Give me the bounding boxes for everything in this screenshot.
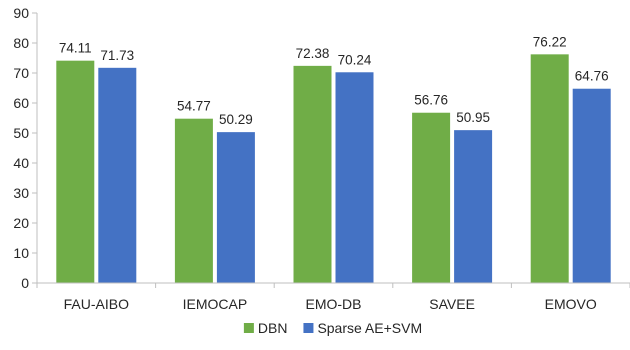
bar-dbn-fau-aibo [56,60,95,283]
y-tick-label: 10 [13,245,29,261]
x-category-label: IEMOCAP [183,296,248,312]
y-tick-label: 50 [13,125,29,141]
data-label: 64.76 [575,69,609,84]
legend-swatch [303,323,314,333]
y-tick-label: 60 [13,95,29,111]
y-tick-label: 30 [13,185,29,201]
x-category-label: SAVEE [429,296,475,312]
data-label: 50.95 [456,110,490,125]
y-tick-label: 0 [21,275,29,291]
bar-sparse-ae-svm-emo-db [335,72,374,283]
legend-label: Sparse AE+SVM [317,320,422,336]
bar-dbn-savee [412,112,451,283]
bar-sparse-ae-svm-fau-aibo [98,67,137,283]
data-label: 50.29 [219,112,253,127]
x-category-label: EMOVO [545,296,597,312]
data-labels-group: 74.11 71.73 54.77 50.29 72.38 70.24 56.76 50.95… [59,34,609,127]
bar-sparse-ae-svm-savee [454,130,493,283]
data-label: 74.11 [59,41,92,56]
data-label: 76.22 [533,34,567,49]
data-label: 70.24 [338,52,372,67]
bar-sparse-ae-svm-iemocap [216,132,255,283]
y-tick-label: 80 [13,35,29,51]
bars-group [56,54,611,284]
legend: DBN Sparse AE+SVM [243,320,422,336]
y-tick-label: 90 [13,5,29,21]
bar-dbn-emovo [530,54,569,284]
y-tick-label: 70 [13,65,29,81]
bar-dbn-emo-db [293,65,332,283]
x-axis: FAU-AIBO IEMOCAP EMO-DB SAVEE EMOVO [36,282,630,312]
x-category-label: FAU-AIBO [64,296,129,312]
y-tick-label: 20 [13,215,29,231]
legend-swatch [243,323,254,333]
data-label: 56.76 [414,93,448,108]
data-label: 71.73 [100,48,134,63]
y-axis: 0 10 20 30 40 50 60 70 80 90 [13,5,38,291]
x-category-label: EMO-DB [306,296,362,312]
data-label: 54.77 [177,99,211,114]
legend-label: DBN [258,320,288,336]
y-tick-label: 40 [13,155,29,171]
data-label: 72.38 [296,46,330,61]
bar-sparse-ae-svm-emovo [572,88,611,283]
bar-dbn-iemocap [174,118,213,283]
